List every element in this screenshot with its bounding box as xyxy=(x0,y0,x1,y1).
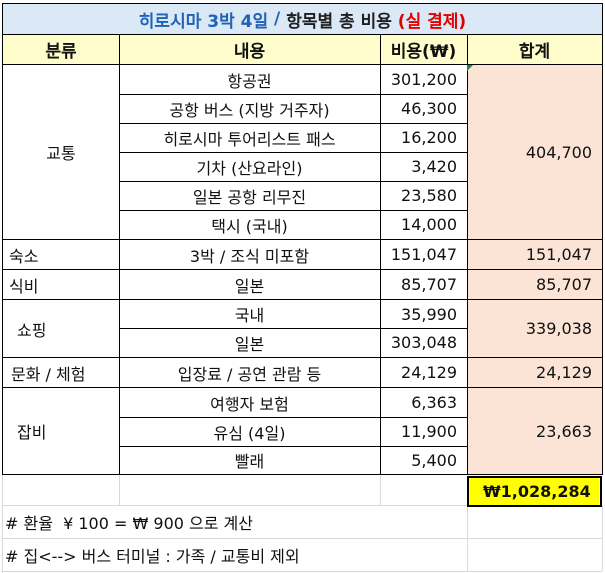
header-total: 합계 xyxy=(467,35,602,64)
item-content: 3박 / 조식 미포함 xyxy=(189,246,310,266)
item-content: 기차 (산요라인) xyxy=(196,158,303,178)
border-line xyxy=(2,474,603,475)
border-line xyxy=(467,476,602,478)
title-separator: / xyxy=(268,9,287,29)
border-line xyxy=(467,505,602,507)
note-excluded-cost: # 집<--> 버스 터미널 : 가족 / 교통비 제외 xyxy=(5,547,300,566)
comment-marker-icon xyxy=(467,65,473,71)
border-line xyxy=(119,328,467,329)
currency-symbol: ₩ xyxy=(483,482,501,501)
border-line xyxy=(467,476,469,507)
item-content: 일본 xyxy=(234,276,265,296)
item-content: 유심 (4일) xyxy=(213,423,286,443)
border-line xyxy=(2,299,603,300)
border-line xyxy=(2,357,603,358)
item-cost: 301,200 xyxy=(390,70,457,89)
group-total-misc: 23,663 xyxy=(536,421,592,441)
item-cost: 14,000 xyxy=(401,215,457,234)
note-exchange-rate: # 환율 ¥ 100 = ₩ 900 으로 계산 xyxy=(5,514,253,533)
border-line xyxy=(119,123,467,124)
header-category: 분류 xyxy=(3,35,119,64)
category-misc: 잡비 xyxy=(17,423,47,442)
title-main: 히로시마 3박 4일 xyxy=(138,11,269,32)
border-line xyxy=(2,239,603,240)
grid-line xyxy=(3,571,602,572)
item-cost: 303,048 xyxy=(390,333,457,352)
border-line xyxy=(2,3,603,4)
border-line xyxy=(119,94,467,95)
category-transport: 교통 xyxy=(46,144,76,163)
grand-total-cell: ₩ 1,028,284 xyxy=(469,478,599,505)
border-line xyxy=(119,152,467,153)
item-content: 택시 (국내) xyxy=(211,216,288,236)
item-content: 빨래 xyxy=(234,452,265,471)
item-content: 여행자 보험 xyxy=(210,394,289,414)
item-cost: 46,300 xyxy=(401,99,457,118)
grid-line xyxy=(467,505,468,571)
item-cost: 6,363 xyxy=(411,393,457,412)
item-content: 일본 공항 리무진 xyxy=(192,187,307,207)
group-total-lodging: 151,047 xyxy=(525,245,592,264)
item-cost: 23,580 xyxy=(401,186,457,205)
title-subtitle: 항목별 총 비용 xyxy=(286,11,398,32)
border-line xyxy=(380,34,381,475)
category-food: 식비 xyxy=(9,276,39,296)
grid-line xyxy=(119,475,120,505)
header-content: 내용 xyxy=(119,35,380,64)
item-cost: 11,900 xyxy=(401,422,457,441)
header-cost: 비용(₩) xyxy=(380,35,467,64)
category-culture: 문화 / 체험 xyxy=(11,364,86,384)
category-lodging: 숙소 xyxy=(9,246,39,266)
border-line xyxy=(119,210,467,211)
item-content: 히로시마 투어리스트 패스 xyxy=(163,129,336,149)
border-line xyxy=(2,387,603,388)
sheet-title: 히로시마 3박 4일 / 항목별 총 비용 (실 결제) xyxy=(3,4,602,34)
border-line xyxy=(119,446,467,447)
group-total-food: 85,707 xyxy=(536,275,592,294)
item-cost: 16,200 xyxy=(401,128,457,147)
border-line xyxy=(2,64,603,65)
group-total-culture: 24,129 xyxy=(536,363,592,382)
grand-total-value: 1,028,284 xyxy=(500,482,591,501)
item-cost: 3,420 xyxy=(411,157,457,176)
grid-line xyxy=(3,538,602,539)
grid-line xyxy=(3,505,602,506)
group-total-shopping: 339,038 xyxy=(525,319,592,338)
border-line xyxy=(2,269,603,270)
grid-line xyxy=(2,475,3,573)
item-cost: 35,990 xyxy=(401,304,457,324)
border-line xyxy=(467,34,468,475)
item-cost: 24,129 xyxy=(401,363,457,382)
title-note: (실 결제) xyxy=(397,11,467,32)
item-cost: 85,707 xyxy=(401,275,457,294)
item-cost: 5,400 xyxy=(411,450,457,470)
group-total-transport: 404,700 xyxy=(525,142,592,162)
border-line xyxy=(119,181,467,182)
item-content: 공항 버스 (지방 거주자) xyxy=(169,100,330,120)
grid-line xyxy=(380,475,381,505)
category-shopping: 쇼핑 xyxy=(17,320,47,340)
border-line xyxy=(119,34,120,475)
border-line xyxy=(119,417,467,418)
item-cost: 151,047 xyxy=(390,245,457,264)
grid-line xyxy=(602,505,603,571)
border-line xyxy=(2,34,603,35)
item-content: 입장료 / 공연 관람 등 xyxy=(177,364,322,384)
item-content: 국내 xyxy=(234,306,265,325)
item-content: 일본 xyxy=(234,334,265,354)
border-line xyxy=(600,476,602,507)
item-content: 항공권 xyxy=(227,71,272,91)
